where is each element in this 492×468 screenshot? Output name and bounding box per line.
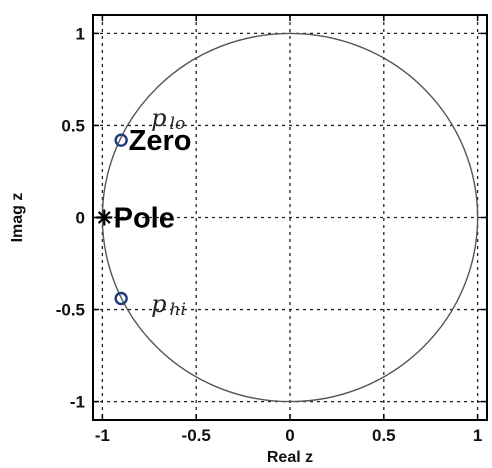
annotation-zero: Zero (129, 125, 192, 157)
x-tick-label: 0.5 (372, 426, 396, 445)
annotation-subscript: hi (170, 300, 186, 320)
x-tick-label: 0 (285, 426, 294, 445)
x-axis-label: Real z (267, 449, 313, 466)
annotation-subscript: lo (170, 114, 186, 134)
y-tick-label: 1 (76, 24, 85, 43)
x-tick-label: -0.5 (182, 426, 211, 445)
annotation-pole: Pole (114, 203, 175, 235)
y-tick-label: -1 (70, 393, 85, 412)
zero-marker (114, 291, 128, 306)
y-tick-label: 0.5 (61, 116, 85, 135)
zero-marker (114, 133, 128, 147)
pole-marker (96, 209, 113, 226)
markers (96, 133, 128, 306)
x-tick-label: 1 (473, 426, 482, 445)
y-tick-label: 0 (76, 209, 85, 228)
tick-marks (93, 15, 487, 420)
y-axis-label: Imag z (9, 193, 26, 243)
x-tick-label: -1 (95, 426, 110, 445)
axis-labels: -1 -0.5 0 0.5 1 -1 -0.5 0 0.5 1 Real z Imag z (9, 24, 482, 466)
y-tick-label: -0.5 (56, 301, 85, 320)
